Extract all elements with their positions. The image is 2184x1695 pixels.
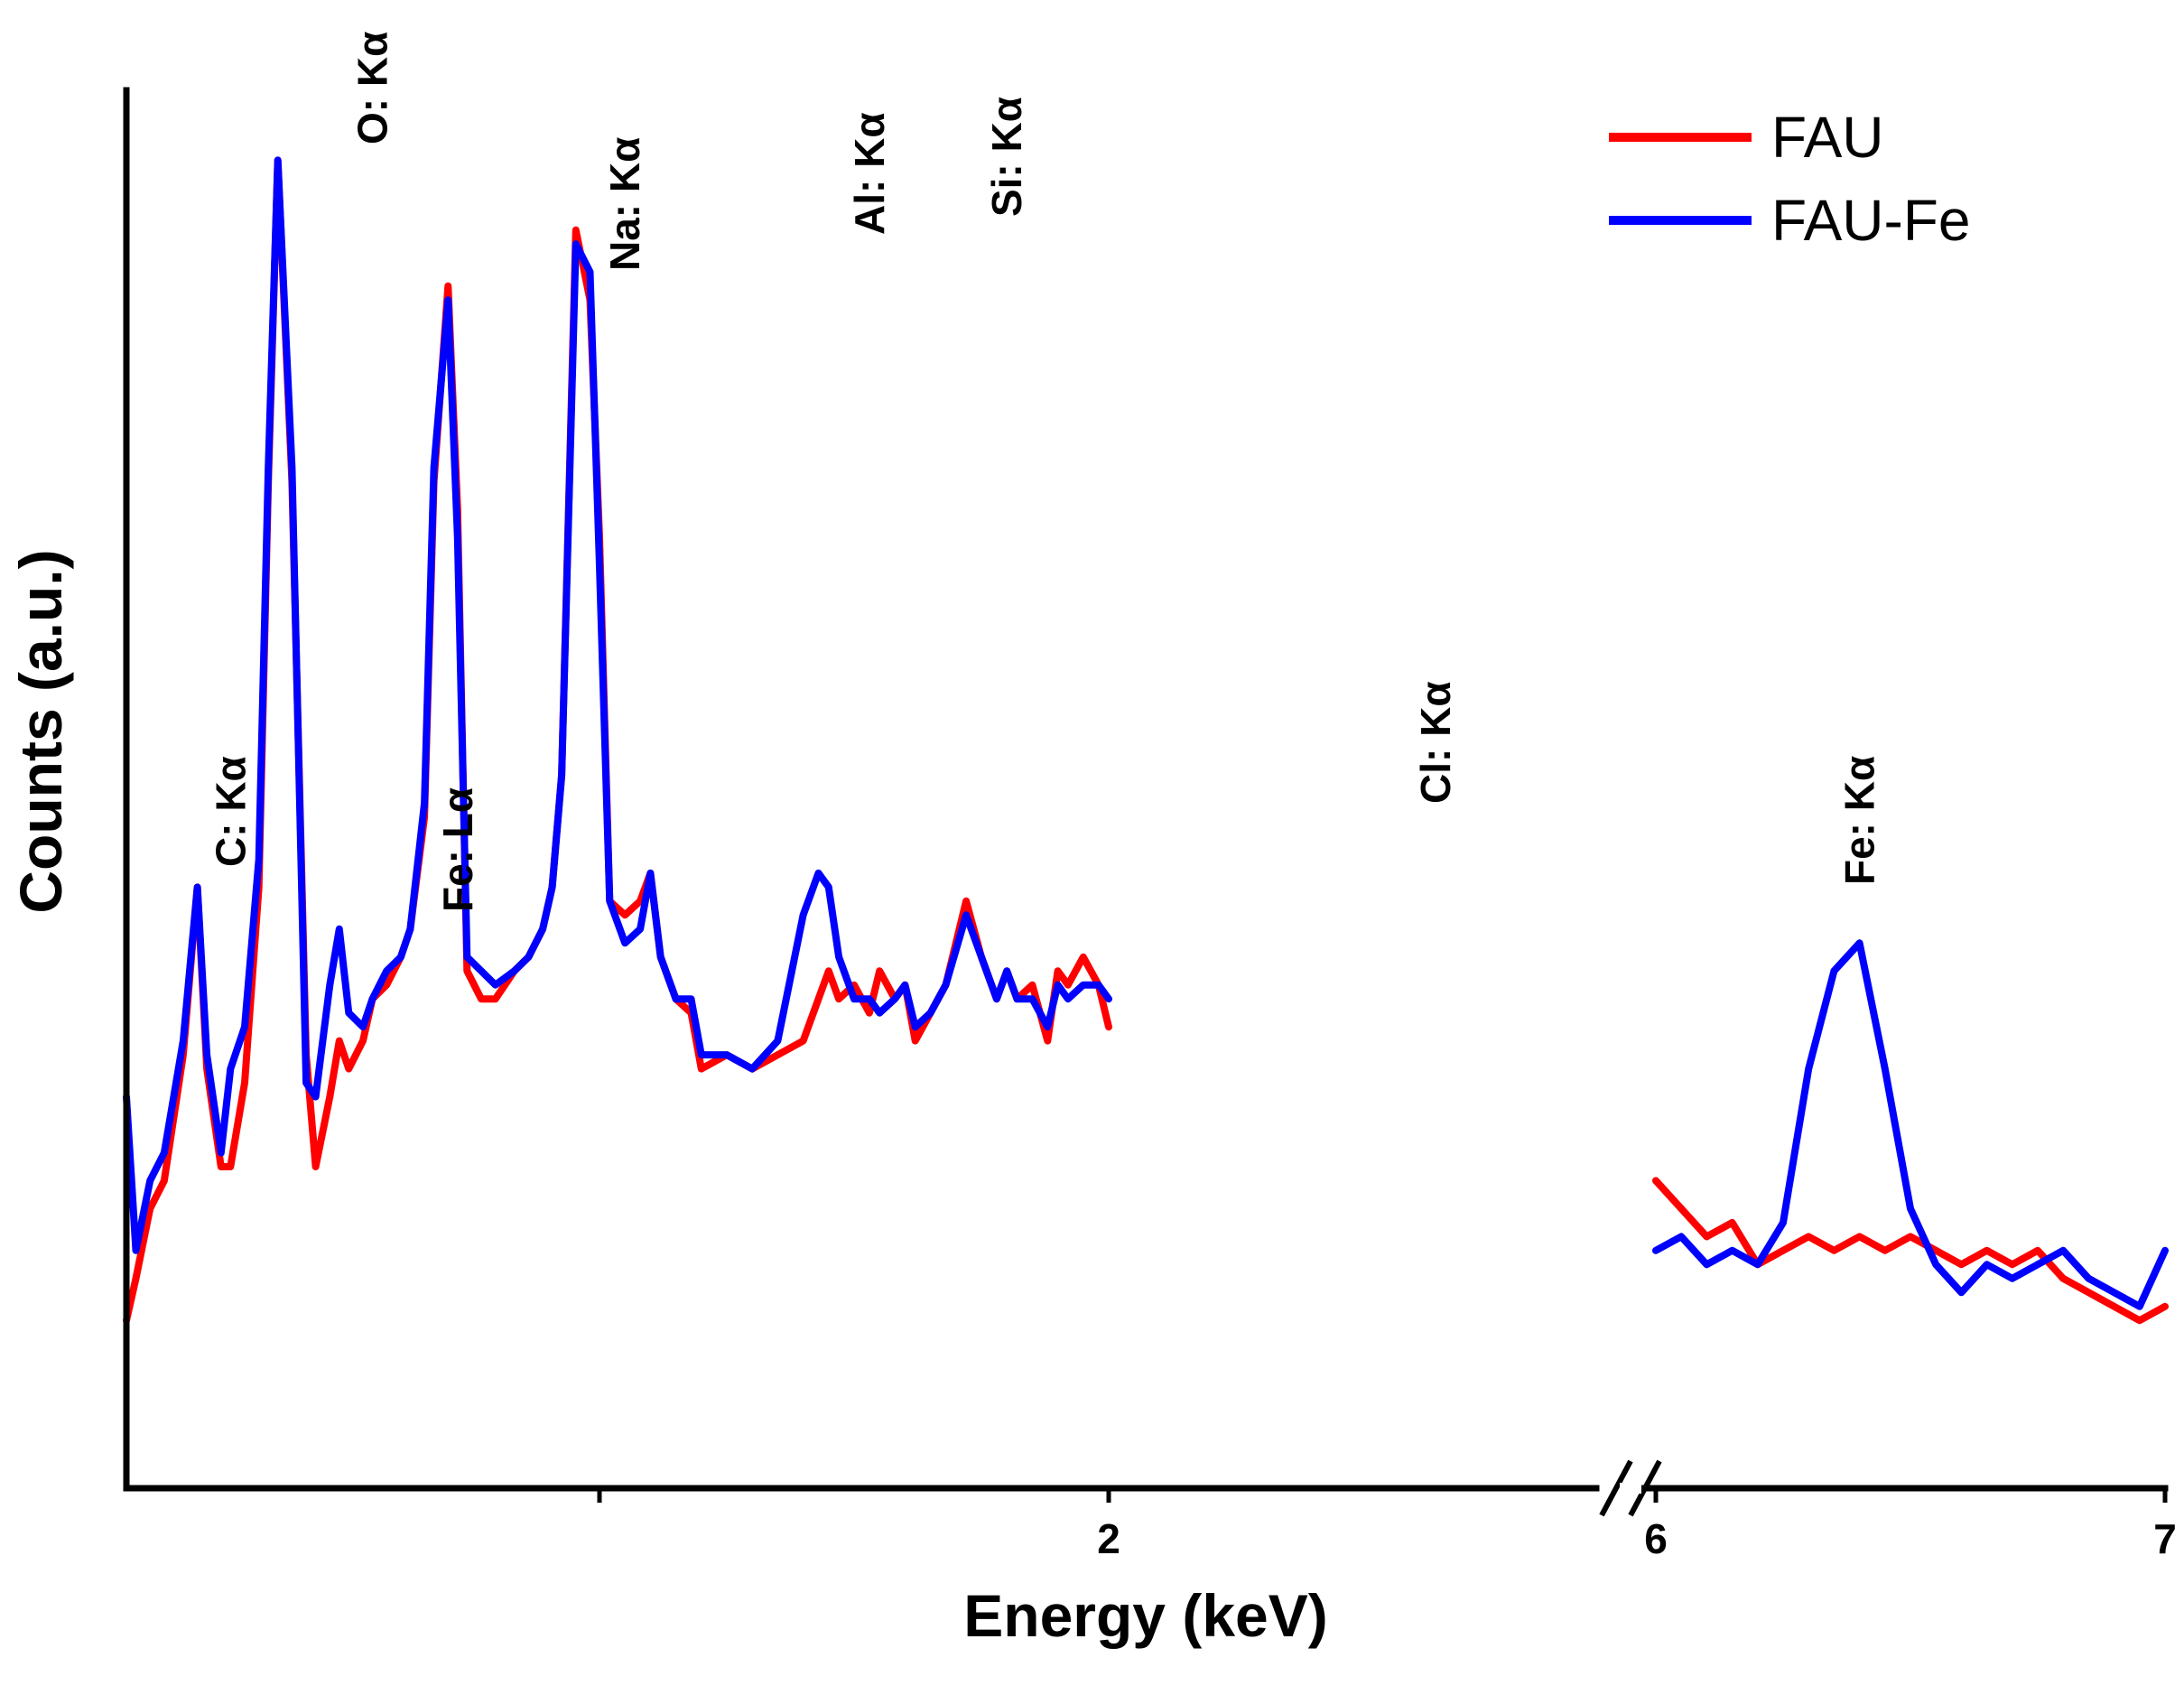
legend-label-fau-fe: FAU-Fe [1771,188,1970,253]
peak-label: Fe: Kα [1836,756,1883,885]
y-axis-title: Counts (a.u.) [7,549,74,913]
peak-label: Cl: Kα [1412,681,1459,804]
x-tick-label: 2 [1097,1515,1120,1562]
axes: 2 6 7 Energy (keV) Counts (a.u.) [7,87,2177,1649]
x-tick-label: 6 [1644,1515,1668,1562]
legend-label-fau: FAU [1771,105,1883,170]
axis-break-gap [1620,1483,1641,1494]
peak-label: Na: Kα [601,137,648,271]
axis-break-mark [1599,1459,1633,1517]
legend: FAU FAU-Fe [1609,105,1970,253]
series-fau-fe-segment-1 [123,156,1112,1254]
x-axis-title: Energy (keV) [963,1582,1327,1649]
peak-label: Fe: Lα [434,787,481,912]
peak-label: Si: Kα [983,97,1030,217]
axis-break-mark [1628,1459,1662,1517]
series-fau-fe-segment-2 [1652,939,2169,1310]
x-tick-label: 7 [2153,1515,2177,1562]
peak-label: O: Kα [349,32,396,144]
peak-label: Al: Kα [846,112,893,235]
series-fau-segment-2 [1652,1177,2169,1325]
peak-annotations: C: Kα O: Kα Fe: Lα Na: Kα Al: Kα Si: Kα Cl: Kα… [207,32,1882,912]
plot-area [123,156,2169,1325]
peak-label: C: Kα [207,756,254,867]
